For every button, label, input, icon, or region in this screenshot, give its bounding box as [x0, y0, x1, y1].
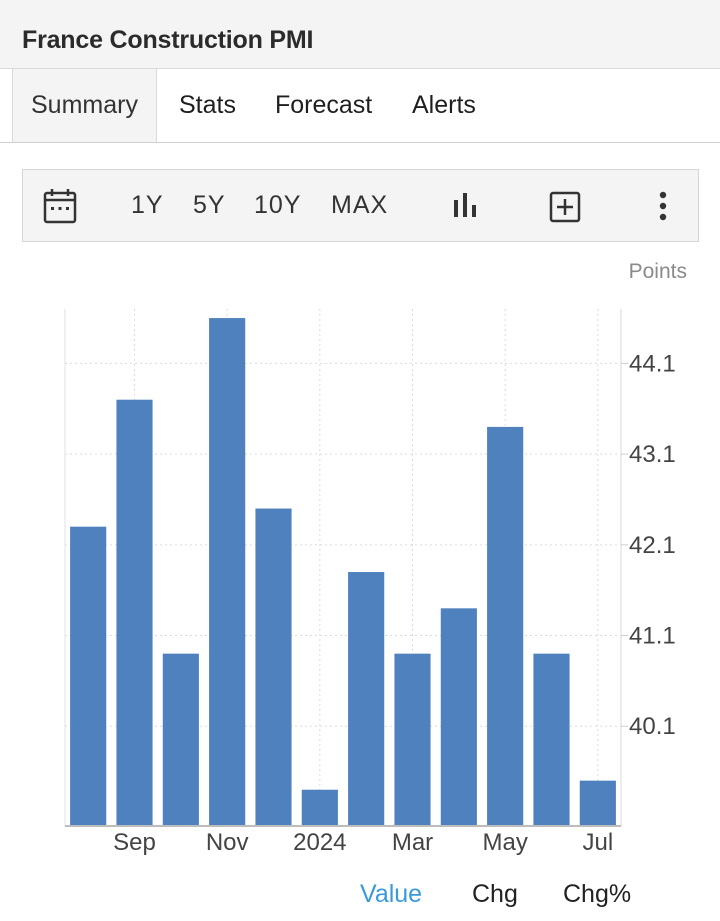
page-title: France Construction PMI [22, 26, 314, 54]
y-tick-label: 40.1 [629, 713, 676, 740]
calendar-icon[interactable] [43, 188, 77, 224]
tab-forecast[interactable]: Forecast [275, 91, 373, 119]
y-tick-label: 44.1 [629, 350, 676, 377]
bar[interactable] [394, 653, 431, 826]
page-header: France Construction PMI [0, 0, 720, 69]
bar-chart-icon[interactable] [451, 191, 479, 219]
bar[interactable] [209, 318, 246, 826]
units-label: Points [628, 260, 687, 283]
bar[interactable] [70, 526, 107, 826]
tab-alerts[interactable]: Alerts [412, 91, 476, 119]
x-tick-label: May [482, 829, 527, 856]
chart-toolbar: 1Y 5Y 10Y MAX [22, 169, 699, 242]
bar[interactable] [533, 653, 570, 826]
bar[interactable] [487, 426, 524, 826]
chg-percent-tab[interactable]: Chg% [563, 880, 632, 908]
bar[interactable] [255, 508, 292, 826]
range-5y-button[interactable]: 5Y [193, 191, 226, 219]
y-tick-label: 41.1 [629, 623, 676, 650]
range-10y-button[interactable]: 10Y [254, 191, 302, 219]
tab-summary[interactable]: Summary [12, 69, 157, 142]
range-max-button[interactable]: MAX [331, 191, 389, 219]
tab-stats[interactable]: Stats [179, 91, 236, 119]
range-1y-button[interactable]: 1Y [131, 191, 164, 219]
more-vert-icon[interactable] [656, 191, 670, 221]
bar[interactable] [116, 399, 153, 826]
bar[interactable] [348, 572, 385, 826]
bar[interactable] [440, 608, 477, 826]
x-tick-label: Nov [206, 829, 249, 856]
add-box-icon[interactable] [549, 191, 581, 223]
y-tick-label: 42.1 [629, 532, 676, 559]
x-tick-label: Jul [582, 829, 613, 856]
x-tick-label: Mar [392, 829, 433, 856]
bar[interactable] [162, 653, 199, 826]
chg-tab[interactable]: Chg [472, 880, 518, 908]
bar[interactable] [579, 780, 616, 826]
bar[interactable] [301, 789, 338, 826]
x-tick-label: 2024 [293, 829, 346, 856]
bar-chart: 40.1 41.1 42.1 43.1 44.1 Sep Nov 2024 Mar May Jul [64, 309, 676, 856]
y-tick-label: 43.1 [629, 441, 676, 468]
tab-bar: Summary Stats Forecast Alerts [0, 69, 720, 143]
value-tab[interactable]: Value [360, 880, 423, 908]
x-tick-label: Sep [113, 829, 156, 856]
